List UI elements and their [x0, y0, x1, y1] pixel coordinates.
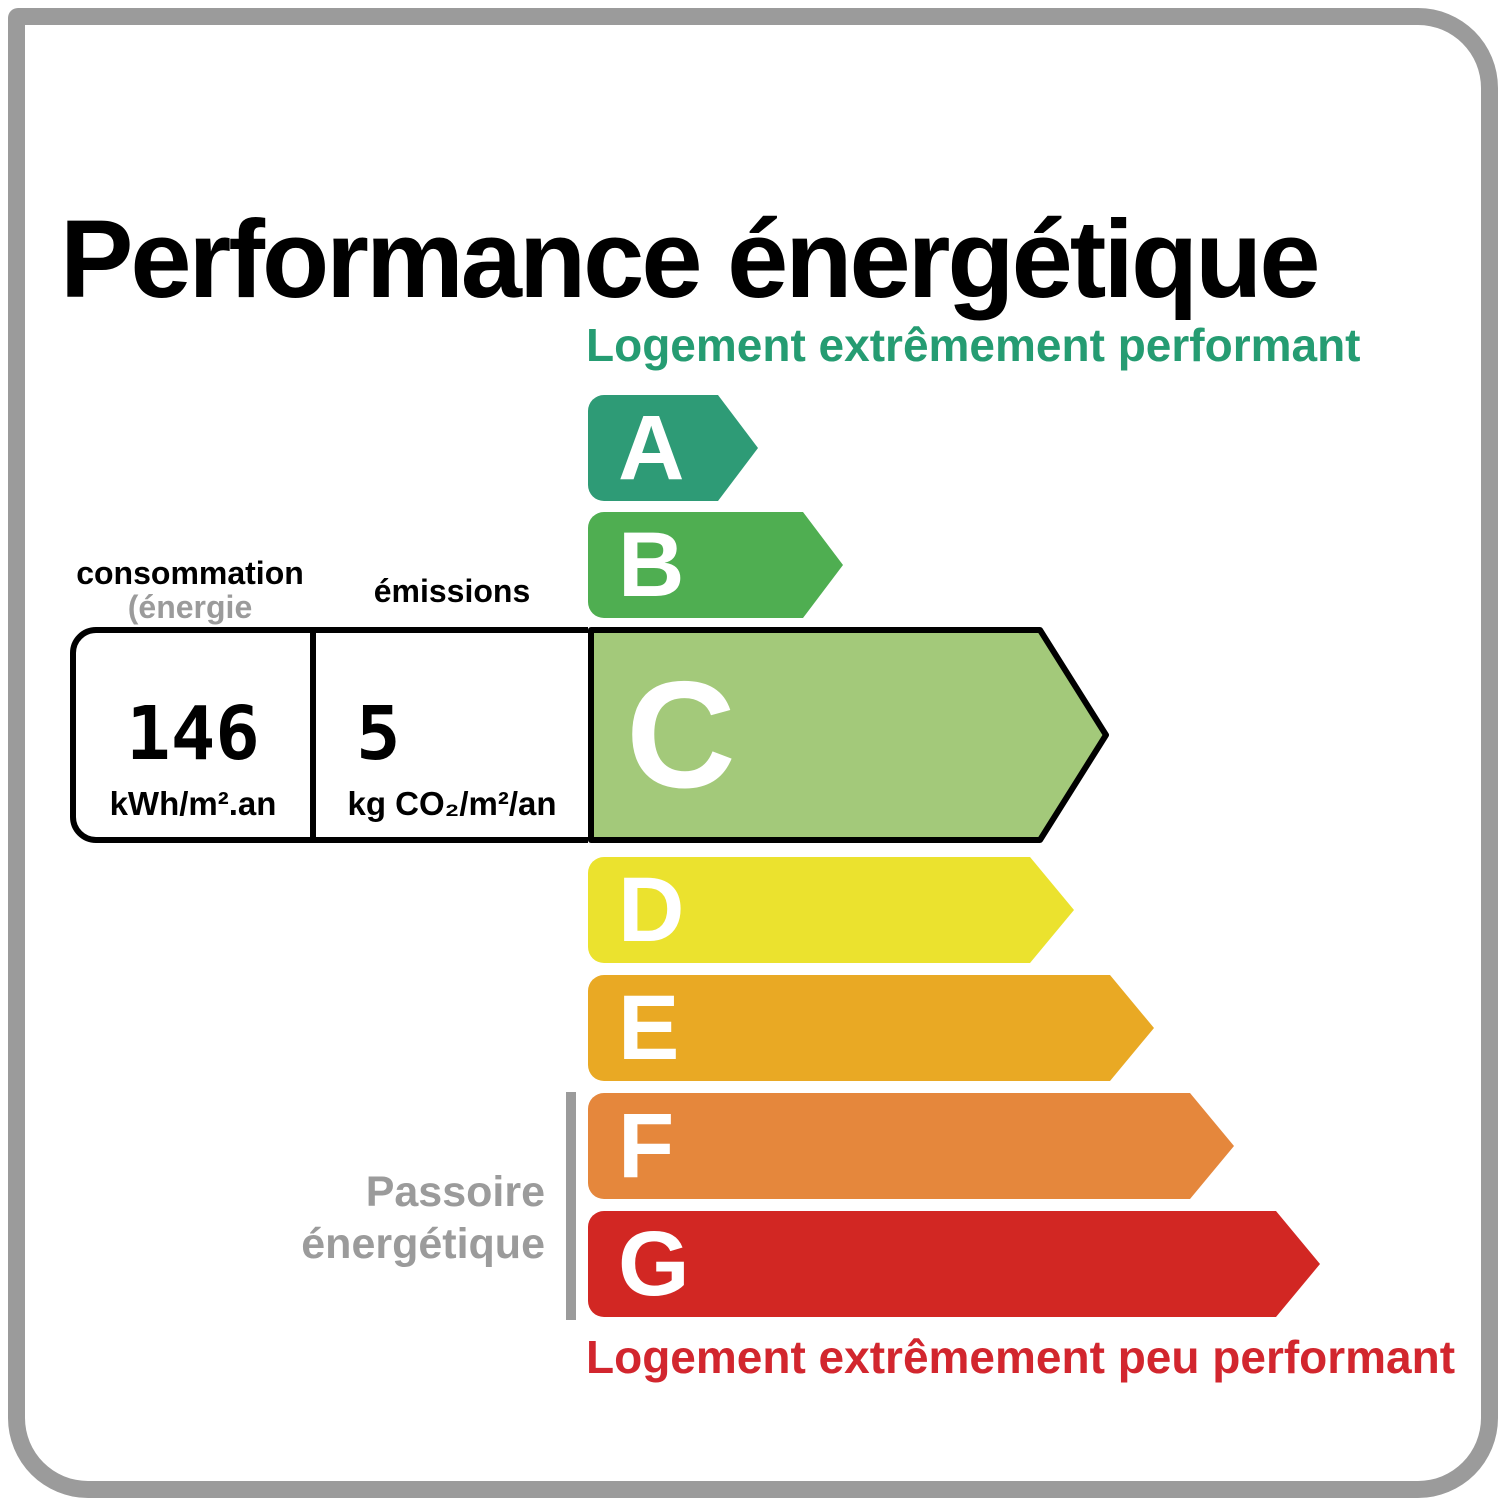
top-performance-label: Logement extrêmement performant — [586, 319, 1361, 371]
bar-arrow-tip-f — [1190, 1093, 1234, 1199]
emissions-header: émissions — [316, 574, 588, 608]
card-frame — [8, 8, 1498, 1498]
energy-bar-g: G — [588, 1211, 1320, 1317]
sieve-label-line1: Passoire — [365, 1168, 545, 1216]
bottom-performance-label: Logement extrêmement peu performant — [586, 1331, 1456, 1383]
bar-arrow-tip-e — [1110, 975, 1154, 1081]
emissions-value-cell: 5 kg CO₂/m²/an — [316, 627, 588, 843]
energy-bar-e: E — [588, 975, 1154, 1081]
bar-arrow-tip-d — [1030, 857, 1074, 963]
grade-letter-c: C — [626, 650, 736, 820]
energy-bar-a: A — [588, 395, 758, 501]
bar-rect-a: A — [588, 395, 718, 501]
bar-arrow-tip-g — [1276, 1211, 1320, 1317]
consumption-unit: kWh/m².an — [109, 785, 277, 822]
emissions-header-line1: émissions — [373, 573, 531, 609]
bar-rect-d: D — [588, 857, 1030, 963]
sieve-divider-bar — [566, 1092, 576, 1320]
current-rating-row: 146 kWh/m².an 5 kg CO₂/m²/an C — [70, 627, 1112, 843]
page-title: Performance énergétique — [60, 197, 1321, 321]
bar-arrow-tip-b — [803, 512, 843, 618]
consumption-header-line1: consommation — [76, 555, 304, 591]
grade-letter-b: B — [618, 514, 685, 616]
grade-letter-f: F — [618, 1095, 675, 1197]
consumption-value-cell: 146 kWh/m².an — [70, 627, 316, 843]
grade-letter-a: A — [618, 397, 685, 499]
grade-letter-e: E — [618, 977, 680, 1079]
grade-letter-g: G — [618, 1213, 690, 1315]
bar-rect-f: F — [588, 1093, 1190, 1199]
emissions-unit: kg CO₂/m²/an — [347, 785, 557, 822]
consumption-value: 146 — [126, 691, 260, 777]
sieve-label-line2: énergétique — [301, 1220, 545, 1268]
bar-rect-g: G — [588, 1211, 1276, 1317]
bar-arrow-tip-a — [718, 395, 758, 501]
energy-bar-b: B — [588, 512, 843, 618]
energy-bar-f: F — [588, 1093, 1234, 1199]
energy-bar-c-current: C — [588, 627, 1112, 843]
emissions-value: 5 — [356, 691, 401, 777]
bar-rect-e: E — [588, 975, 1110, 1081]
grade-letter-d: D — [618, 859, 685, 961]
c-arrow-shape — [588, 627, 1109, 843]
bar-rect-b: B — [588, 512, 803, 618]
sieve-label: Passoire énergétique — [160, 1166, 545, 1270]
energy-bar-d: D — [588, 857, 1074, 963]
